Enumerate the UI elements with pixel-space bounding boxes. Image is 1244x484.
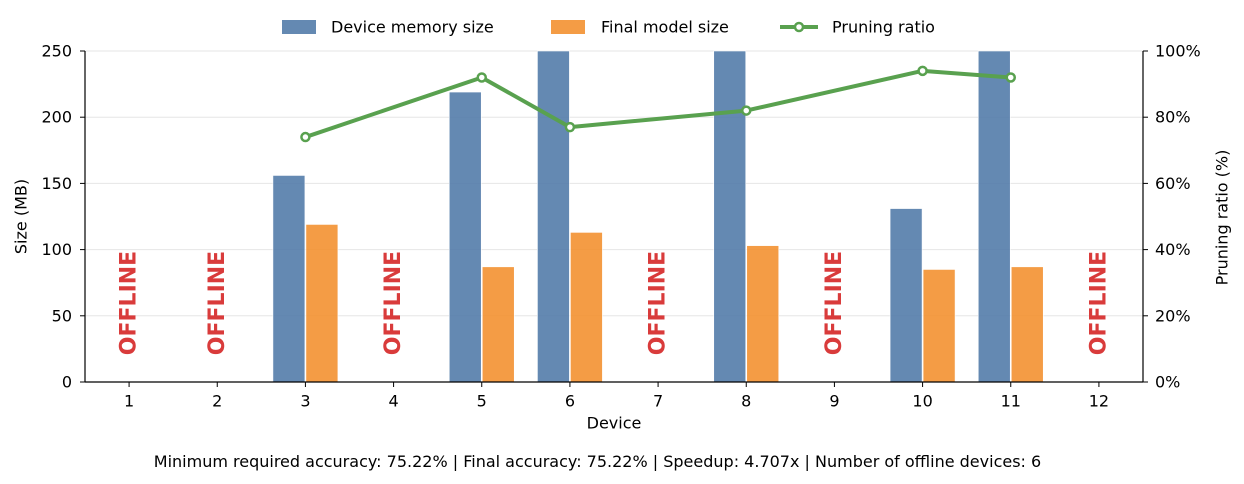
right-tick-label: 40% <box>1155 240 1191 259</box>
pruning-ratio-point-6 <box>564 121 576 133</box>
legend-swatch-device-memory <box>282 20 316 34</box>
left-tick-label: 0 <box>62 373 72 392</box>
pruning-ratio-polyline <box>303 68 1013 140</box>
legend-swatch-final-model <box>551 20 585 34</box>
device-memory-bar-8 <box>713 50 747 383</box>
x-tick-label: 10 <box>912 392 932 411</box>
offline-label-1: OFFLINE <box>117 251 142 355</box>
pruning-ratio-line <box>300 65 1016 143</box>
device-memory-bar-6 <box>537 50 570 383</box>
x-tick-label: 11 <box>1001 392 1021 411</box>
left-tick-label: 50 <box>52 306 72 325</box>
final-model-bar-8 <box>746 245 780 383</box>
right-tick-label: 100% <box>1155 42 1201 61</box>
x-tick-label: 5 <box>477 392 487 411</box>
device-memory-bar-11 <box>977 50 1011 383</box>
left-tick-label: 200 <box>41 108 72 127</box>
x-tick-label: 2 <box>212 392 222 411</box>
pruning-ratio-point-3 <box>300 131 311 143</box>
left-tick-label: 150 <box>41 174 72 193</box>
x-tick-label: 1 <box>124 392 134 411</box>
x-tick-label: 6 <box>565 392 575 411</box>
legend-label-pruning-ratio: Pruning ratio <box>832 18 935 37</box>
x-tick-label: 4 <box>388 392 398 411</box>
final-model-bar-3 <box>305 224 339 383</box>
y-axis-label: Size (MB) <box>12 179 31 254</box>
device-memory-bar-3 <box>272 175 306 383</box>
x-tick-label: 7 <box>653 392 663 411</box>
x-axis-label: Device <box>587 414 642 433</box>
device-memory-bar-10 <box>889 208 923 383</box>
final-model-bar-10 <box>922 269 956 383</box>
legend: Device memory size Final model size Prunin… <box>282 18 935 37</box>
offline-label-2: OFFLINE <box>205 251 230 355</box>
right-tick-label: 20% <box>1155 306 1191 325</box>
chart: OFFLINE OFFLINE OFFLINE OFFLINE OFFLINE OFFLI… <box>12 18 1232 433</box>
legend-label-device-memory: Device memory size <box>331 18 494 37</box>
x-tick-label: 3 <box>300 392 310 411</box>
final-model-bar-6 <box>570 232 603 383</box>
x-tick-label: 9 <box>829 392 839 411</box>
right-tick-label: 60% <box>1155 174 1191 193</box>
offline-label-7: OFFLINE <box>646 251 671 355</box>
right-tick-label: 80% <box>1155 108 1191 127</box>
right-tick-label: 0% <box>1155 373 1180 392</box>
summary-footer: Minimum required accuracy: 75.22% | Fina… <box>153 452 1042 471</box>
bars <box>272 50 1044 383</box>
pruning-ratio-point-8 <box>741 105 752 116</box>
x-tick-label: 12 <box>1089 392 1109 411</box>
final-model-bar-5 <box>481 266 515 383</box>
offline-label-12: OFFLINE <box>1086 251 1111 355</box>
offline-label-9: OFFLINE <box>822 251 847 355</box>
left-tick-label: 250 <box>41 42 72 61</box>
left-tick-label: 100 <box>41 240 72 259</box>
offline-label-4: OFFLINE <box>381 251 406 355</box>
legend-swatch-pruning-marker <box>793 21 805 33</box>
device-memory-bar-5 <box>448 91 482 383</box>
offline-labels: OFFLINE OFFLINE OFFLINE OFFLINE OFFLINE OFFLI… <box>117 251 1112 355</box>
pruning-ratio-point-5 <box>476 72 487 83</box>
pruning-ratio-point-11 <box>1005 72 1016 83</box>
y2-axis-label: Pruning ratio (%) <box>1213 150 1232 286</box>
pruning-ratio-point-10 <box>917 65 928 77</box>
final-model-bar-11 <box>1010 266 1044 383</box>
x-tick-label: 8 <box>741 392 751 411</box>
legend-label-final-model: Final model size <box>601 18 729 37</box>
